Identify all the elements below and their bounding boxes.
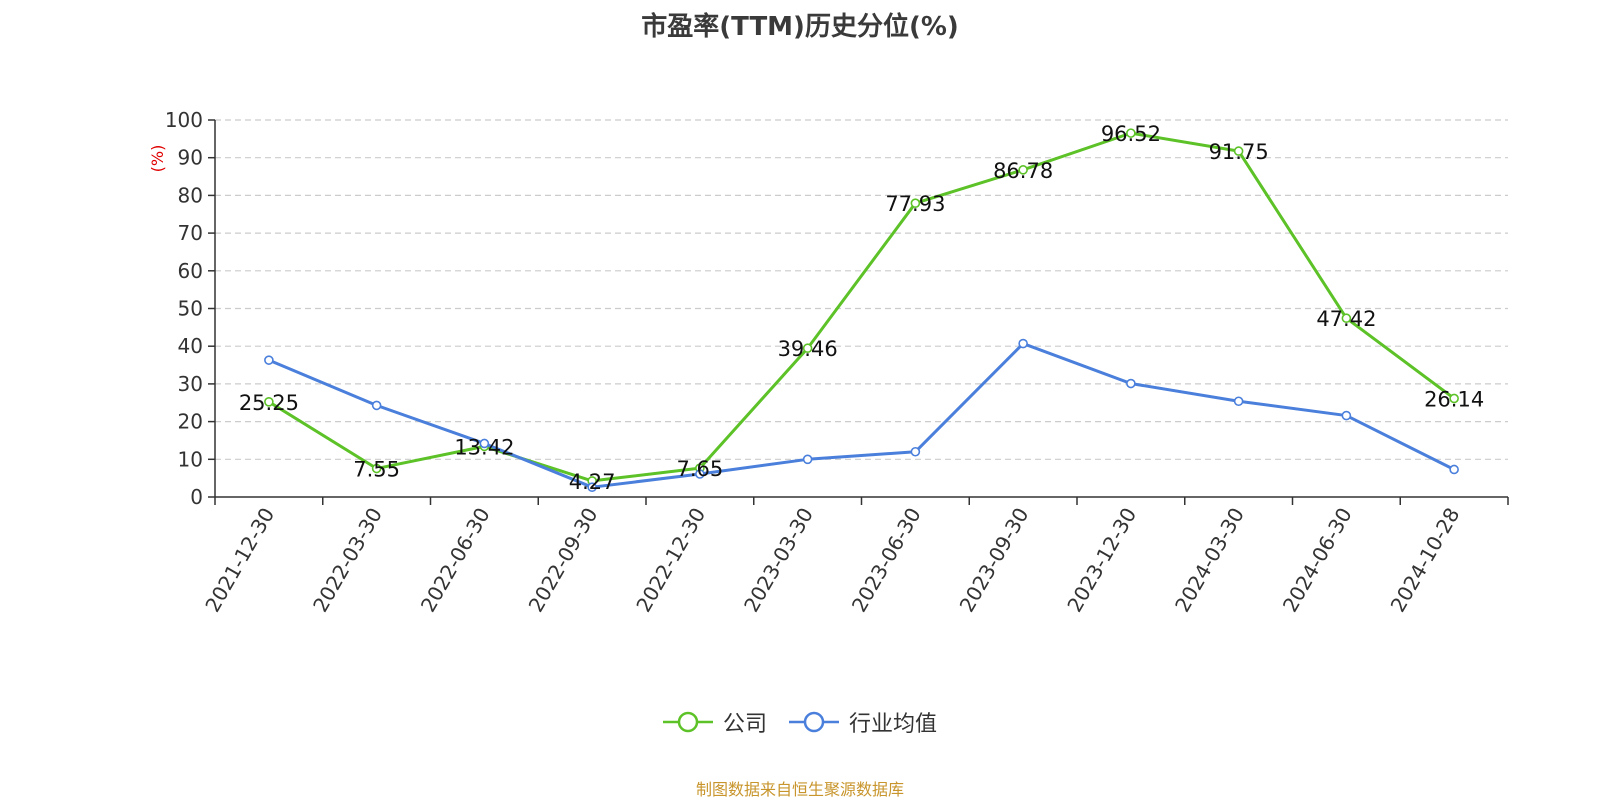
x-tick-label-2024-06-30: 2024-06-30 (1278, 504, 1357, 617)
point-s1-6[interactable] (910, 446, 921, 457)
point-s0-11[interactable] (1449, 393, 1459, 404)
point-s1-5[interactable] (802, 454, 813, 465)
y-tick-label-100: 100 (165, 108, 203, 132)
point-s0-6[interactable] (910, 198, 921, 209)
point-s1-1[interactable] (371, 400, 382, 411)
x-tick-label-2023-12-30: 2023-12-30 (1062, 504, 1141, 617)
series-line-0 (268, 131, 1456, 483)
data-label-s0-2: 13.42 (454, 435, 514, 459)
x-tick-label-2022-12-30: 2022-12-30 (631, 504, 710, 617)
point-s1-8[interactable] (1126, 378, 1136, 389)
x-tick-label-2024-03-30: 2024-03-30 (1170, 504, 1249, 617)
x-tick-label-2021-12-30: 2021-12-30 (200, 504, 279, 617)
y-tick-label-80: 80 (178, 183, 203, 207)
y-tick-label-70: 70 (178, 221, 203, 245)
data-label-s0-0: 25.25 (239, 391, 299, 415)
point-s0-9[interactable] (1233, 146, 1244, 156)
source-note: 制图数据来自恒生聚源数据库 (695, 780, 904, 799)
y-tick-label-90: 90 (178, 146, 203, 170)
data-label-s0-3: 4.27 (569, 470, 616, 494)
point-s0-8[interactable] (1126, 128, 1136, 138)
data-label-s0-10: 47.42 (1316, 307, 1376, 331)
point-s0-7[interactable] (1018, 165, 1028, 175)
legend-company-label: 公司 (722, 712, 767, 737)
legend-industry-label: 行业均值 (849, 712, 938, 737)
point-s1-3[interactable] (587, 482, 597, 492)
point-s1-7[interactable] (1018, 338, 1028, 349)
chart-title: 市盈率(TTM)历史分位(%) (641, 12, 959, 42)
y-tick-label-30: 30 (178, 372, 203, 396)
legend-item-company[interactable]: 公司 (662, 706, 767, 738)
y-tick-label-40: 40 (178, 334, 203, 358)
point-s1-2[interactable] (479, 438, 490, 449)
point-s1-10[interactable] (1341, 410, 1352, 421)
point-s1-4[interactable] (695, 469, 705, 479)
point-s0-10[interactable] (1341, 313, 1352, 324)
data-label-s0-1: 7.55 (353, 458, 400, 482)
legend-item-industry-average[interactable]: 行业均值 (789, 706, 937, 738)
x-tick-label-2023-06-30: 2023-06-30 (847, 504, 926, 617)
grid-lines (215, 119, 1508, 460)
data-label-s0-4: 7.65 (676, 457, 723, 481)
point-s1-9[interactable] (1233, 396, 1244, 407)
point-s1-0[interactable] (264, 355, 274, 365)
x-tick-label-2022-06-30: 2022-06-30 (416, 504, 495, 617)
x-tick-label-2022-03-30: 2022-03-30 (308, 504, 387, 617)
y-tick-label-20: 20 (178, 410, 203, 434)
axes: 0 10 20 30 40 50 60 70 80 90 100 (%) 2021-12-30 2022-… (148, 108, 1509, 617)
y-tick-label-10: 10 (178, 447, 203, 471)
data-label-s0-5: 39.46 (778, 337, 838, 361)
data-label-s0-11: 26.14 (1424, 387, 1484, 411)
data-label-s0-6: 77.93 (885, 192, 945, 216)
y-tick-label-0: 0 (190, 485, 203, 509)
legend-industry-marker-icon (789, 711, 839, 733)
data-label-s0-8: 96.52 (1101, 122, 1161, 146)
x-tick-label-2024-10-28: 2024-10-28 (1386, 504, 1465, 617)
data-labels: 25.25 7.55 13.42 4.27 7.65 39.46 77.93 86.78 96.… (239, 122, 1484, 494)
series-layer (264, 128, 1459, 492)
data-label-s0-7: 86.78 (993, 159, 1053, 183)
legend: 公司 行业均值 (0, 706, 1600, 738)
series-line-1 (268, 342, 1455, 489)
x-tick-label-2023-09-30: 2023-09-30 (955, 504, 1034, 617)
point-s1-11[interactable] (1449, 464, 1459, 475)
y-tick-label-60: 60 (178, 259, 203, 283)
y-tick-label-50: 50 (178, 297, 203, 321)
point-s0-0[interactable] (264, 397, 274, 407)
point-s0-1[interactable] (371, 463, 382, 474)
legend-company-marker-icon (662, 711, 713, 733)
data-label-s0-9: 91.75 (1209, 140, 1269, 164)
x-tick-label-2023-03-30: 2023-03-30 (739, 504, 818, 617)
x-tick-label-2022-09-30: 2022-09-30 (524, 504, 603, 617)
point-s0-5[interactable] (802, 343, 813, 354)
y-axis-label: (%) (148, 145, 167, 173)
